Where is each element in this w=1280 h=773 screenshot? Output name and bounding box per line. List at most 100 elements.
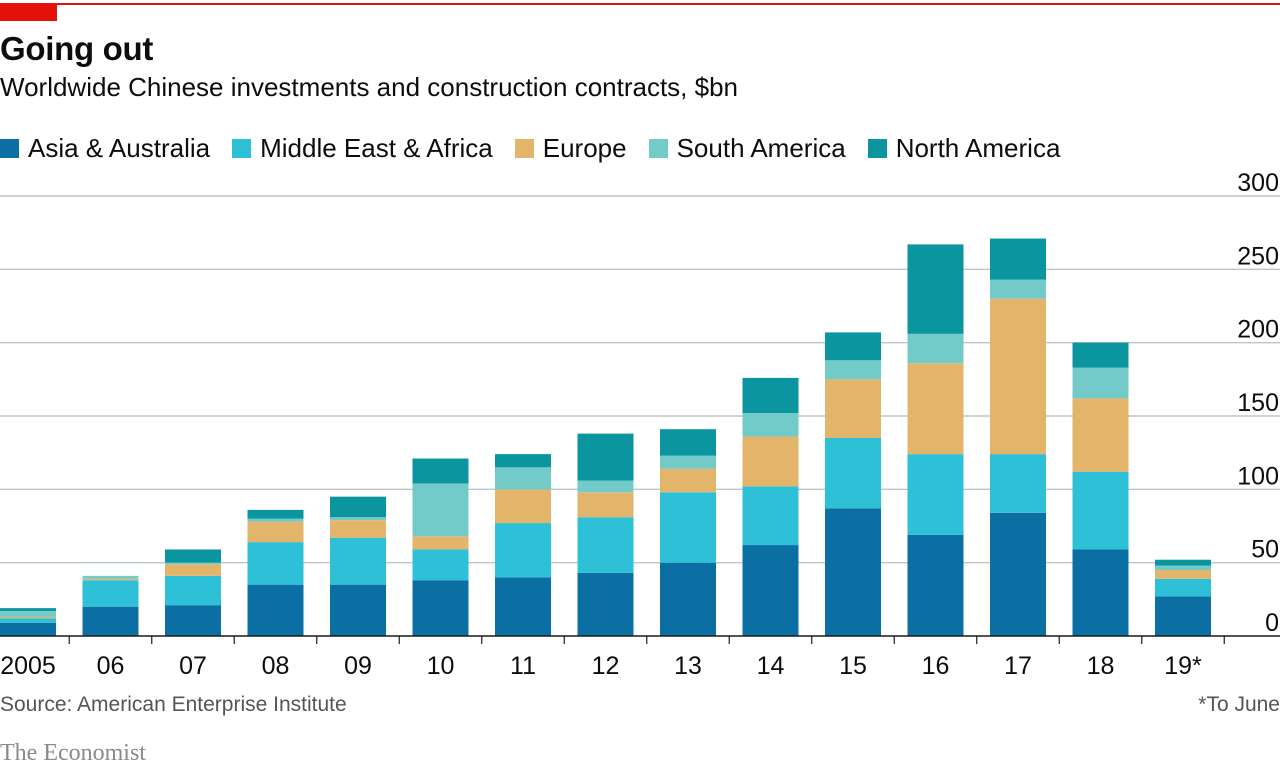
legend-item-north-america: North America <box>867 132 1061 164</box>
bar-segment-asia-australia <box>330 584 386 636</box>
x-tick-label: 2005 <box>0 652 56 680</box>
bar-segment-europe <box>825 379 881 438</box>
y-tick-label: 250 <box>1237 242 1279 270</box>
bar-segment-asia-australia <box>82 606 139 636</box>
bar-segment-asia-australia <box>907 534 964 636</box>
bar-segment-south-america <box>0 611 56 617</box>
bar-segment-europe <box>1155 570 1211 579</box>
bar-segment-north-america <box>247 509 304 519</box>
bar-segment-north-america <box>907 244 964 334</box>
bar-segment-middle-east-africa <box>0 618 56 623</box>
y-tick-label: 100 <box>1237 462 1279 490</box>
bar-segment-south-america <box>825 360 881 380</box>
bar-segment-south-america <box>82 575 139 579</box>
bar-segment-europe <box>495 489 551 524</box>
bar-segment-south-america <box>907 333 964 364</box>
legend-swatch-europe <box>514 138 534 158</box>
legend-swatch-south-america <box>648 138 668 158</box>
bar-segment-europe <box>577 492 634 518</box>
bar-segment-europe <box>165 564 221 576</box>
bar-segment-europe <box>907 363 964 455</box>
y-tick-label: 50 <box>1251 536 1279 564</box>
bar-segment-south-america <box>330 517 386 521</box>
x-tick-label: 16 <box>922 652 950 680</box>
bar-segment-north-america <box>165 549 221 563</box>
bar-segment-middle-east-africa <box>82 580 139 607</box>
bar-segment-europe <box>990 298 1046 455</box>
chart-title: Going out <box>0 30 154 67</box>
footnote: *To June <box>1198 693 1280 716</box>
chart-subtitle: Worldwide Chinese investments and constr… <box>0 72 739 102</box>
bar-segment-south-america <box>1155 565 1211 570</box>
bar-segment-north-america <box>330 496 386 518</box>
y-tick-label: 0 <box>1265 609 1279 637</box>
bar-segment-asia-australia <box>495 577 551 636</box>
bar-segment-north-america <box>412 458 469 484</box>
bar-segment-north-america <box>825 332 881 361</box>
x-tick-label: 18 <box>1087 652 1115 680</box>
legend-label-south-america: South America <box>676 132 846 163</box>
bar-segment-middle-east-africa <box>577 517 634 573</box>
bar-segment-asia-australia <box>0 622 56 636</box>
bar-segment-north-america <box>742 377 799 414</box>
legend-label-europe: Europe <box>542 132 627 163</box>
x-tick-label: 11 <box>510 652 536 680</box>
bar-segment-north-america <box>660 429 716 456</box>
legend-label-north-america: North America <box>895 132 1061 163</box>
x-tick-label: 07 <box>179 652 207 680</box>
bar-segment-middle-east-africa <box>247 542 304 585</box>
bar-segment-europe <box>82 578 139 581</box>
bar-segment-middle-east-africa <box>1155 578 1211 597</box>
legend-item-south-america: South America <box>648 132 846 164</box>
bar-segment-south-america <box>495 467 551 490</box>
bar-segment-europe <box>742 436 799 487</box>
x-tick-label: 19* <box>1164 652 1202 680</box>
legend-item-europe: Europe <box>514 132 627 164</box>
bar-segment-south-america <box>660 455 716 469</box>
bar-segment-south-america <box>742 413 799 437</box>
bar-segment-south-america <box>165 562 221 565</box>
top-red-rule <box>0 3 1280 5</box>
bar-segment-north-america <box>1072 342 1129 368</box>
bar-segment-middle-east-africa <box>990 454 1046 513</box>
legend: Asia & Australia Middle East & Africa Eu… <box>0 130 1082 166</box>
bar-segment-middle-east-africa <box>412 549 469 581</box>
y-tick-label: 200 <box>1237 316 1279 344</box>
bar-segment-europe <box>0 616 56 619</box>
bar-segment-asia-australia <box>1072 549 1129 636</box>
bar-segment-north-america <box>990 238 1046 280</box>
y-tick-label: 300 <box>1237 169 1279 197</box>
legend-item-middle-east-africa: Middle East & Africa <box>232 133 493 164</box>
legend-item-asia-australia: Asia & Australia <box>0 133 210 164</box>
bar-segment-middle-east-africa <box>495 523 551 578</box>
stacked-bar-chart: 300 250 200 150 100 50 0 2005 06 07 08 09 10 11 12 13 14… <box>0 169 1280 680</box>
brand-logo: The Economist <box>0 740 146 766</box>
bar-segment-south-america <box>1072 367 1129 399</box>
bar-segment-asia-australia <box>742 545 799 636</box>
x-tick-label: 14 <box>757 652 785 680</box>
bar-segment-south-america <box>990 279 1046 299</box>
bar-segment-asia-australia <box>577 572 634 636</box>
legend-swatch-asia-australia <box>0 138 19 158</box>
x-tick-label: 09 <box>344 652 372 680</box>
x-tick-label: 17 <box>1004 652 1032 680</box>
bar-segment-north-america <box>495 454 551 468</box>
bar-segment-europe <box>330 520 386 538</box>
x-tick-label: 06 <box>97 652 125 680</box>
bar-segment-middle-east-africa <box>660 492 716 563</box>
bar-segment-middle-east-africa <box>825 438 881 509</box>
legend-label-asia-australia: Asia & Australia <box>28 132 211 163</box>
bar-segment-asia-australia <box>165 605 221 636</box>
x-tick-label: 12 <box>592 652 620 680</box>
source-note: Source: American Enterprise Institute <box>0 693 347 716</box>
y-tick-label: 150 <box>1237 389 1279 417</box>
bar-segment-asia-australia <box>412 580 469 636</box>
bar-segment-asia-australia <box>825 508 881 636</box>
legend-swatch-middle-east-africa <box>232 138 252 158</box>
x-tick-label: 08 <box>262 652 290 680</box>
bar-segment-middle-east-africa <box>330 537 386 585</box>
legend-label-middle-east-africa: Middle East & Africa <box>260 132 493 163</box>
bar-segment-europe <box>660 468 716 493</box>
bar-segment-north-america <box>0 608 56 612</box>
bar-segment-europe <box>247 521 304 543</box>
